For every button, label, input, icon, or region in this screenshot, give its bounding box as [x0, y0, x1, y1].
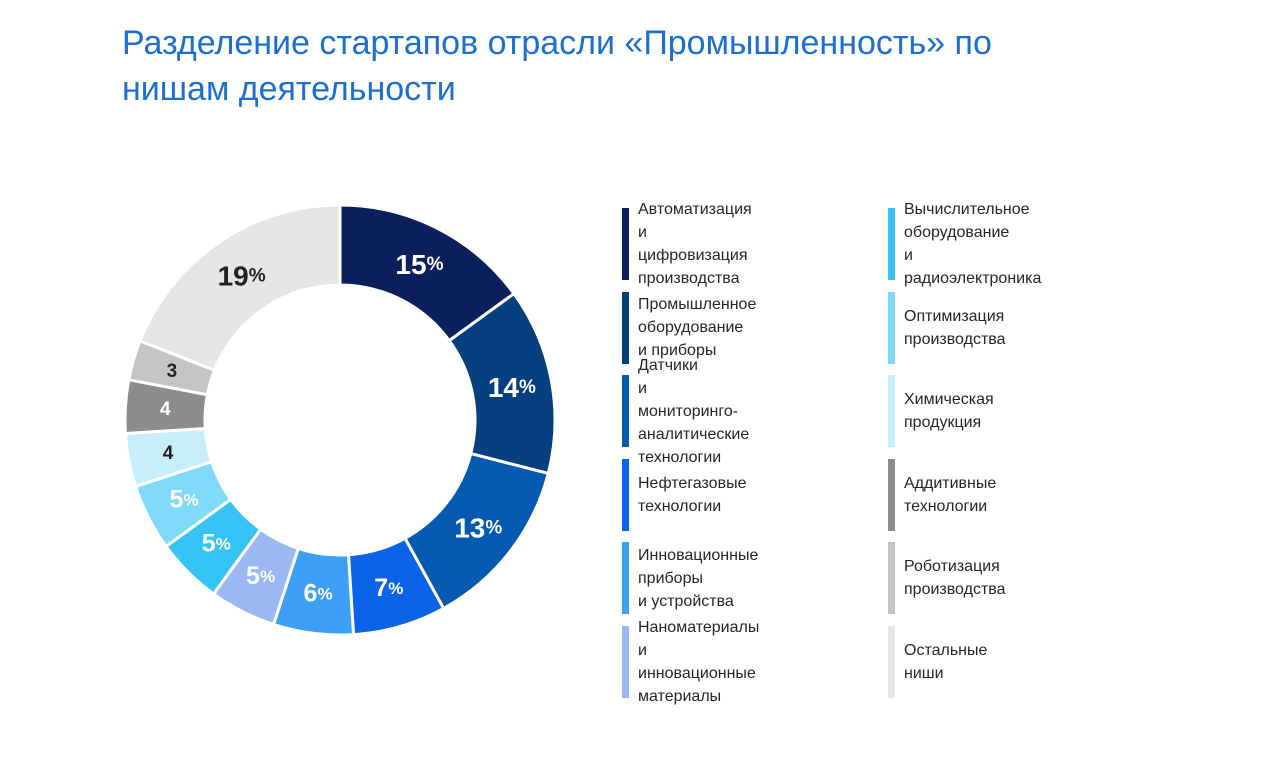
legend-label: Аддитивные технологии — [904, 474, 997, 515]
donut-slice-label-6: 5% — [202, 530, 231, 558]
legend-swatch — [888, 458, 895, 531]
legend-label: Нефтегазовые технологии — [638, 474, 747, 515]
donut-slice-label-11: 19% — [218, 260, 266, 291]
legend-label: Оптимизация производства — [904, 307, 1006, 348]
donut-slice-label-1: 14% — [488, 372, 536, 403]
donut-slice-label-8: 4 — [163, 442, 174, 463]
legend-label: Химическая продукция — [904, 391, 994, 431]
donut-slice-label-5: 5% — [246, 562, 275, 590]
legend-swatch — [622, 542, 629, 614]
donut-slice-label-2: 13% — [454, 512, 502, 543]
donut-slice-label-10: 3 — [167, 361, 178, 382]
chart-title: Разделение стартапов отрасли «Промышленн… — [122, 24, 992, 108]
legend-label: Роботизация производства — [904, 558, 1006, 598]
legend-label: Наноматериалы и инновационные материалы — [638, 618, 760, 705]
legend-label: Автоматизация и цифровизация производств… — [638, 201, 752, 287]
legend-swatch — [622, 458, 629, 531]
legend-label: Инновационные приборы и устройства — [638, 546, 759, 610]
legend-swatch — [888, 291, 895, 364]
legend-swatch — [888, 625, 895, 698]
donut-slice-label-3: 7% — [374, 574, 403, 602]
donut-slice-label-0: 15% — [395, 249, 443, 280]
legend-swatch — [888, 208, 895, 280]
legend-label: Остальные ниши — [904, 641, 988, 682]
legend-swatch — [622, 291, 629, 364]
legend-swatch — [622, 208, 629, 280]
legend-swatch — [622, 375, 629, 447]
legend-swatch — [888, 542, 895, 614]
donut-slice-11 — [138, 203, 342, 373]
donut-slice-label-9: 4 — [160, 399, 171, 420]
legend-label: Промышленное оборудование и приборы — [638, 296, 757, 359]
donut-slice-label-7: 5% — [170, 485, 199, 513]
legend-label: Вычислительное оборудование и радиоэлект… — [904, 201, 1042, 287]
legend-swatch — [622, 625, 629, 698]
legend-swatch — [888, 375, 895, 447]
legend-label: Датчики и мониторинго- аналитические тех… — [638, 356, 750, 466]
donut-slice-label-4: 6% — [304, 580, 333, 608]
